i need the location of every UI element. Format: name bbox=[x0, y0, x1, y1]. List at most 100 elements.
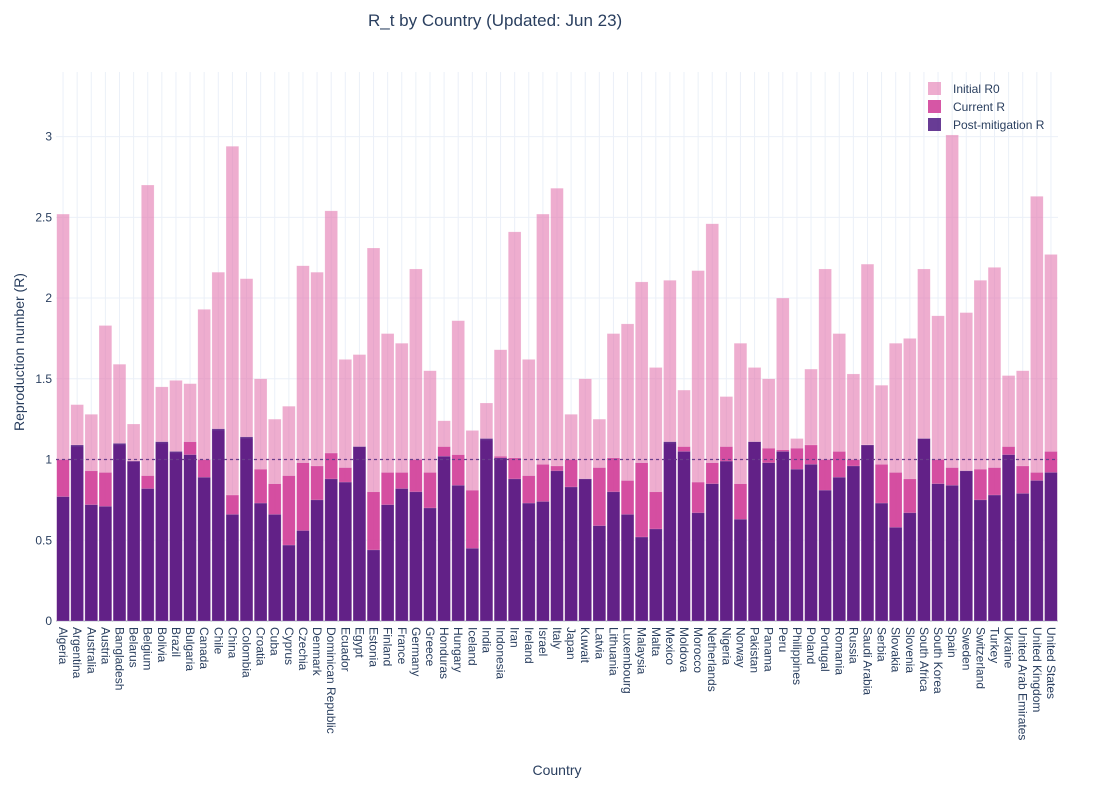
x-tick-label: Netherlands bbox=[705, 627, 719, 692]
bar-post-mitigation-r-latvia[interactable] bbox=[592, 525, 606, 622]
bar-post-mitigation-r-hungary[interactable] bbox=[451, 485, 465, 622]
bar-post-mitigation-r-turkey[interactable] bbox=[987, 494, 1002, 622]
bar-post-mitigation-r-denmark[interactable] bbox=[310, 499, 324, 622]
bar-post-mitigation-r-portugal[interactable] bbox=[818, 489, 832, 622]
bar-post-mitigation-r-cuba[interactable] bbox=[268, 514, 282, 622]
bar-post-mitigation-r-egypt[interactable] bbox=[352, 446, 367, 622]
x-tick-label: Pakistan bbox=[748, 627, 762, 673]
bar-post-mitigation-r-netherlands[interactable] bbox=[705, 483, 719, 622]
bar-post-mitigation-r-belgium[interactable] bbox=[141, 488, 155, 622]
bar-post-mitigation-r-slovenia[interactable] bbox=[903, 512, 917, 622]
bar-post-mitigation-r-serbia[interactable] bbox=[874, 502, 889, 622]
bar-post-mitigation-r-kuwait[interactable] bbox=[578, 478, 592, 622]
bar-post-mitigation-r-indonesia[interactable] bbox=[493, 457, 508, 622]
x-tick-label: Serbia bbox=[875, 627, 889, 662]
x-tick-label: South Korea bbox=[931, 627, 945, 694]
bar-post-mitigation-r-moldova[interactable] bbox=[677, 451, 691, 622]
x-tick-label: India bbox=[479, 627, 493, 653]
bar-post-mitigation-r-romania[interactable] bbox=[832, 477, 846, 622]
legend-item-current-r[interactable]: Current R bbox=[928, 100, 1005, 114]
bar-post-mitigation-r-india[interactable] bbox=[479, 438, 494, 622]
bar-post-mitigation-r-poland[interactable] bbox=[804, 464, 818, 622]
x-tick-label: China bbox=[225, 627, 239, 659]
bar-post-mitigation-r-sweden[interactable] bbox=[959, 470, 973, 622]
bar-post-mitigation-r-czechia[interactable] bbox=[296, 530, 310, 622]
bar-post-mitigation-r-italy[interactable] bbox=[550, 470, 564, 622]
legend-swatch bbox=[928, 118, 941, 131]
x-tick-label: Italy bbox=[550, 627, 564, 649]
bar-post-mitigation-r-greece[interactable] bbox=[423, 507, 437, 622]
legend[interactable]: Initial R0 Current R Post-mitigation R bbox=[928, 82, 1045, 132]
x-tick-label: Canada bbox=[197, 627, 211, 669]
bar-post-mitigation-r-japan[interactable] bbox=[564, 486, 578, 622]
bar-post-mitigation-r-cyprus[interactable] bbox=[282, 544, 296, 622]
bar-post-mitigation-r-belarus[interactable] bbox=[127, 460, 141, 622]
legend-item-initial-r0[interactable]: Initial R0 bbox=[928, 82, 1000, 96]
x-tick-label: South Africa bbox=[917, 627, 931, 692]
x-tick-label: France bbox=[395, 627, 409, 665]
bar-post-mitigation-r-estonia[interactable] bbox=[366, 549, 381, 622]
bar-post-mitigation-r-lithuania[interactable] bbox=[606, 491, 621, 622]
bar-post-mitigation-r-spain[interactable] bbox=[945, 485, 959, 622]
bar-post-mitigation-r-switzerland[interactable] bbox=[973, 499, 987, 622]
x-tick-label: Belarus bbox=[127, 627, 141, 668]
bar-post-mitigation-r-united-kingdom[interactable] bbox=[1030, 480, 1044, 622]
bar-post-mitigation-r-australia[interactable] bbox=[84, 504, 98, 622]
bar-post-mitigation-r-bangladesh[interactable] bbox=[112, 443, 127, 622]
bar-post-mitigation-r-luxembourg[interactable] bbox=[620, 514, 635, 622]
x-tick-label: Ukraine bbox=[1002, 627, 1016, 669]
bar-post-mitigation-r-chile[interactable] bbox=[211, 428, 225, 622]
bar-post-mitigation-r-canada[interactable] bbox=[197, 477, 211, 622]
legend-item-post-mitigation-r[interactable]: Post-mitigation R bbox=[928, 118, 1045, 132]
bar-post-mitigation-r-malaysia[interactable] bbox=[635, 536, 649, 622]
bar-post-mitigation-r-colombia[interactable] bbox=[239, 436, 254, 622]
x-tick-label: Denmark bbox=[310, 627, 324, 677]
x-tick-label: Greece bbox=[423, 627, 437, 667]
bar-post-mitigation-r-pakistan[interactable] bbox=[747, 441, 762, 622]
bar-post-mitigation-r-morocco[interactable] bbox=[691, 512, 705, 622]
bar-post-mitigation-r-bulgaria[interactable] bbox=[183, 454, 197, 622]
bar-post-mitigation-r-germany[interactable] bbox=[409, 491, 423, 622]
bar-post-mitigation-r-south-korea[interactable] bbox=[931, 483, 945, 622]
bar-post-mitigation-r-iran[interactable] bbox=[508, 478, 522, 622]
bar-post-mitigation-r-ireland[interactable] bbox=[522, 502, 536, 622]
bar-post-mitigation-r-saudi-arabia[interactable] bbox=[860, 444, 875, 622]
bar-post-mitigation-r-israel[interactable] bbox=[536, 501, 550, 622]
bar-post-mitigation-r-ukraine[interactable] bbox=[1002, 454, 1016, 622]
x-tick-label: Austria bbox=[98, 627, 112, 665]
bar-post-mitigation-r-algeria[interactable] bbox=[56, 496, 70, 622]
x-tick-label: Bangladesh bbox=[113, 627, 127, 690]
bar-post-mitigation-r-dominican-republic[interactable] bbox=[324, 478, 338, 622]
bar-post-mitigation-r-argentina[interactable] bbox=[70, 444, 84, 622]
bar-post-mitigation-r-ecuador[interactable] bbox=[338, 481, 352, 622]
x-tick-label: Saudi Arabia bbox=[860, 627, 874, 695]
x-tick-label: Bulgaria bbox=[183, 627, 197, 671]
bar-post-mitigation-r-peru[interactable] bbox=[776, 451, 790, 622]
bar-post-mitigation-r-brazil[interactable] bbox=[169, 451, 183, 622]
bar-post-mitigation-r-china[interactable] bbox=[225, 514, 240, 622]
bar-post-mitigation-r-finland[interactable] bbox=[381, 504, 395, 622]
bar-post-mitigation-r-norway[interactable] bbox=[733, 519, 748, 622]
bar-post-mitigation-r-iceland[interactable] bbox=[465, 548, 479, 622]
bar-post-mitigation-r-austria[interactable] bbox=[98, 506, 112, 622]
x-tick-label: Slovakia bbox=[889, 627, 903, 673]
bar-post-mitigation-r-south-africa[interactable] bbox=[917, 438, 931, 622]
bar-post-mitigation-r-bolivia[interactable] bbox=[155, 441, 169, 622]
legend-label: Current R bbox=[953, 100, 1005, 114]
bar-post-mitigation-r-russia[interactable] bbox=[846, 465, 860, 622]
bar-post-mitigation-r-honduras[interactable] bbox=[437, 456, 451, 622]
bar-post-mitigation-r-mexico[interactable] bbox=[663, 441, 677, 622]
bar-post-mitigation-r-croatia[interactable] bbox=[254, 502, 268, 622]
bar-post-mitigation-r-philippines[interactable] bbox=[790, 468, 804, 622]
legend-swatch bbox=[928, 82, 941, 95]
bar-post-mitigation-r-slovakia[interactable] bbox=[889, 527, 903, 622]
x-tick-label: Sweden bbox=[959, 627, 973, 670]
bar-post-mitigation-r-panama[interactable] bbox=[762, 462, 776, 622]
bar-post-mitigation-r-malta[interactable] bbox=[649, 528, 663, 622]
x-tick-label: Colombia bbox=[240, 627, 254, 678]
x-tick-label: Luxembourg bbox=[621, 627, 635, 694]
bar-post-mitigation-r-nigeria[interactable] bbox=[719, 460, 733, 622]
bar-post-mitigation-r-united-states[interactable] bbox=[1044, 472, 1058, 622]
bar-post-mitigation-r-france[interactable] bbox=[395, 488, 409, 622]
bar-post-mitigation-r-united-arab-emirates[interactable] bbox=[1016, 493, 1030, 622]
